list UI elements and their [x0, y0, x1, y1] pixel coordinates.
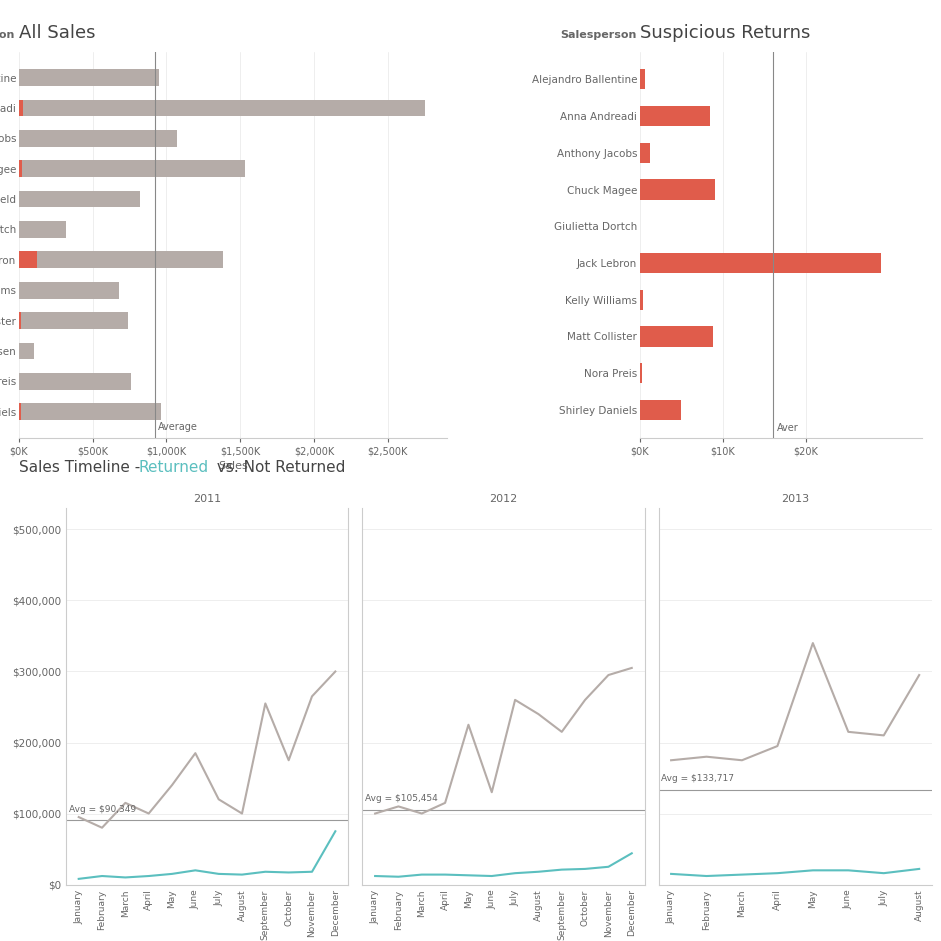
Text: Salesperson: Salesperson: [561, 30, 637, 40]
Text: Sales Timeline -: Sales Timeline -: [19, 460, 145, 475]
Bar: [19, 100, 23, 117]
Text: Avg = $90,349: Avg = $90,349: [69, 805, 136, 814]
Bar: [19, 404, 21, 420]
Bar: [640, 143, 650, 163]
Bar: [640, 70, 645, 89]
Bar: [19, 160, 22, 177]
Bar: [19, 251, 38, 268]
Text: Avg = $133,717: Avg = $133,717: [662, 774, 734, 783]
Bar: [19, 70, 159, 86]
Bar: [19, 404, 161, 420]
Text: Salesperson: Salesperson: [0, 30, 14, 40]
Bar: [19, 160, 245, 177]
Bar: [19, 191, 140, 207]
Bar: [640, 180, 714, 199]
Bar: [19, 312, 128, 329]
Bar: [19, 343, 34, 359]
Text: Avg = $105,454: Avg = $105,454: [365, 794, 438, 803]
Bar: [19, 312, 21, 329]
Text: 2012: 2012: [489, 494, 518, 504]
Bar: [19, 282, 120, 298]
Bar: [640, 290, 644, 310]
Text: 2013: 2013: [781, 494, 809, 504]
X-axis label: Sales: Sales: [218, 461, 247, 470]
Text: vs. Not Returned: vs. Not Returned: [212, 460, 345, 475]
Bar: [19, 251, 223, 268]
Bar: [640, 106, 710, 126]
Bar: [19, 130, 177, 147]
Text: 2011: 2011: [193, 494, 221, 504]
Bar: [640, 400, 681, 420]
Bar: [19, 100, 424, 117]
Bar: [19, 221, 66, 238]
Bar: [640, 253, 881, 273]
Text: Aver: Aver: [777, 423, 799, 433]
Text: Average: Average: [158, 422, 198, 432]
Bar: [640, 327, 713, 346]
Bar: [19, 373, 131, 390]
Bar: [640, 363, 643, 383]
Text: All Sales: All Sales: [19, 24, 95, 42]
Text: Returned: Returned: [138, 460, 209, 475]
Text: Suspicious Returns: Suspicious Returns: [640, 24, 810, 42]
